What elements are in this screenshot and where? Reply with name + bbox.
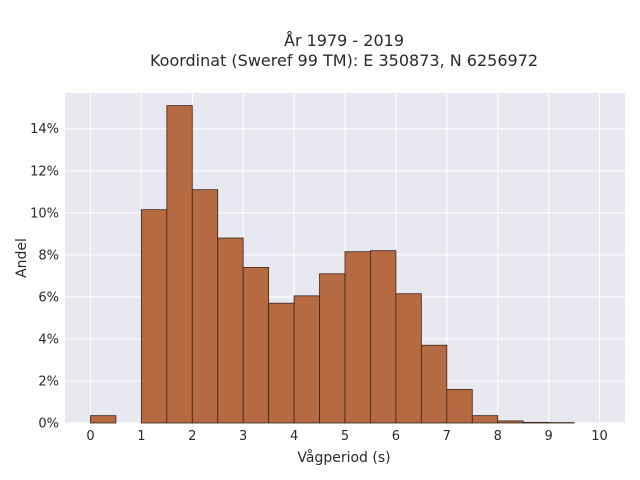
histogram-bar (293, 295, 320, 424)
x-tick-label: 0 (86, 429, 94, 444)
y-tick-label: 4% (38, 332, 59, 347)
histogram-bar (344, 251, 371, 424)
histogram-bar (420, 344, 448, 424)
histogram-bar (395, 293, 422, 424)
y-tick-label: 2% (38, 374, 59, 389)
histogram-bar (497, 420, 524, 424)
histogram-bar (471, 415, 499, 424)
y-axis-ticks: 0% 2% 4% 6% 8% 10% 12% 14% (30, 122, 59, 431)
histogram-bar (242, 267, 270, 424)
histogram-bar (522, 421, 550, 424)
x-tick-label: 4 (290, 429, 298, 444)
x-tick-label: 1 (137, 429, 145, 444)
y-tick-label: 6% (38, 290, 59, 305)
y-tick-label: 14% (30, 122, 59, 137)
x-tick-label: 7 (443, 429, 451, 444)
x-tick-label: 3 (239, 429, 247, 444)
histogram-bar (191, 189, 219, 424)
y-tick-label: 12% (30, 164, 59, 179)
histogram-bar (370, 250, 397, 424)
x-tick-label: 10 (591, 429, 608, 444)
chart-title-line-1: År 1979 - 2019 (284, 31, 404, 50)
x-tick-label: 2 (188, 429, 196, 444)
histogram-bar (319, 273, 346, 424)
x-tick-label: 8 (494, 429, 502, 444)
x-tick-label: 6 (392, 429, 400, 444)
bars (90, 105, 575, 424)
histogram-bar (217, 237, 244, 424)
x-axis-label: Vågperiod (s) (297, 449, 390, 466)
histogram-bar (446, 388, 473, 424)
y-tick-label: 10% (30, 206, 59, 221)
chart-title-line-2: Koordinat (Sweref 99 TM): E 350873, N 62… (150, 51, 538, 70)
y-axis-label: Andel (14, 238, 30, 278)
x-axis-ticks: 0 1 2 3 4 5 6 7 8 9 10 (86, 429, 608, 444)
x-tick-label: 9 (544, 429, 552, 444)
histogram-bar (140, 209, 168, 424)
histogram-bar (268, 302, 295, 424)
x-tick-label: 5 (341, 429, 349, 444)
y-tick-label: 0% (38, 417, 59, 432)
histogram-bar (90, 415, 117, 424)
histogram-bar (166, 105, 193, 424)
y-tick-label: 8% (38, 248, 59, 263)
